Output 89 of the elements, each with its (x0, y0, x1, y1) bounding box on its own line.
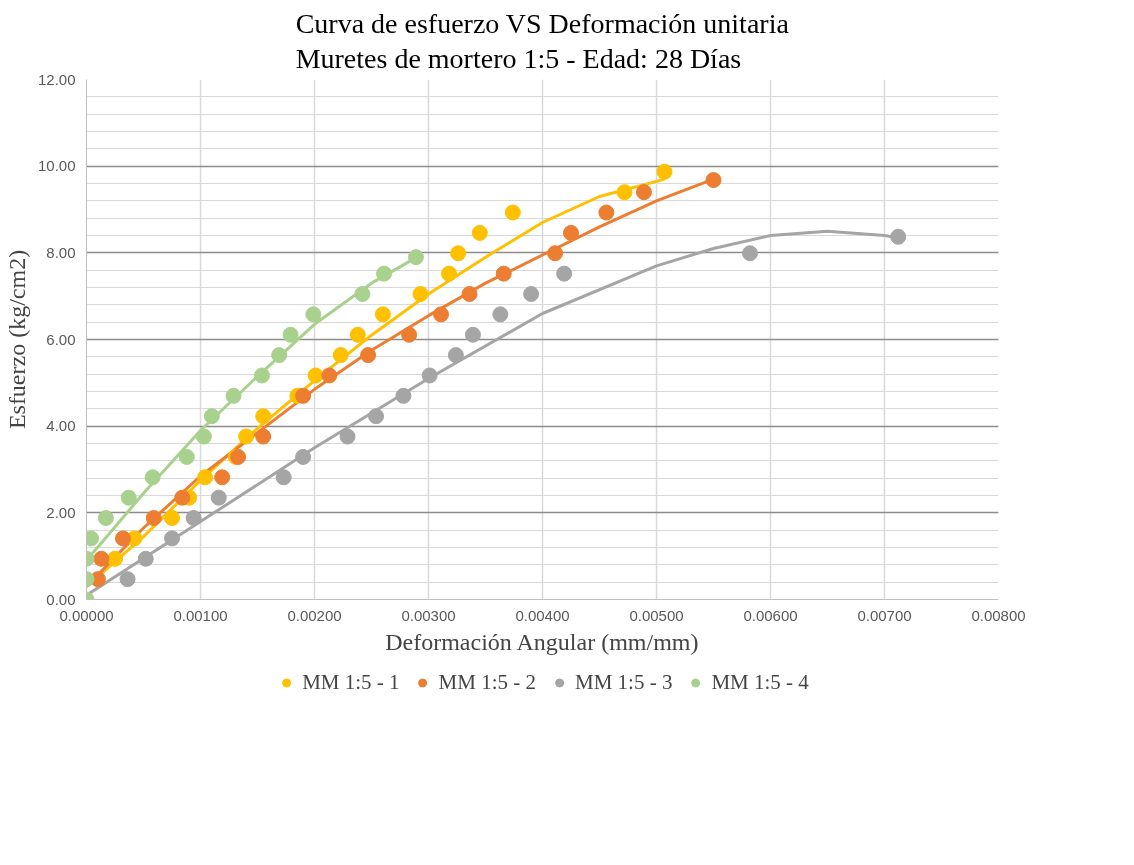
point (114, 530, 131, 547)
point (145, 510, 162, 527)
point (178, 448, 195, 465)
point (635, 184, 652, 201)
point (197, 469, 214, 486)
x-tick-label: 0.00100 (173, 606, 228, 624)
point (295, 448, 312, 465)
point (137, 550, 154, 567)
point (210, 489, 227, 506)
point (401, 326, 418, 343)
legend-label: MM 1:5 - 2 (438, 669, 536, 695)
point (144, 469, 161, 486)
y-tick-label: 10.00 (37, 157, 76, 175)
point (556, 265, 573, 282)
point (195, 428, 212, 445)
point (321, 367, 338, 384)
point (471, 224, 488, 241)
point (164, 530, 180, 547)
point (433, 306, 450, 323)
point (225, 387, 242, 404)
point (495, 265, 512, 282)
point (360, 347, 377, 364)
x-tick-label: 0.00300 (401, 606, 456, 624)
x-tick-label: 0.00700 (857, 606, 912, 624)
legend-label: MM 1:5 - 1 (302, 669, 400, 695)
x-tick-label: 0.00200 (287, 606, 342, 624)
y-tick-label: 6.00 (46, 330, 76, 348)
x-tick-label: 0.00600 (743, 606, 798, 624)
legend-label: MM 1:5 - 3 (575, 669, 673, 695)
point (547, 245, 564, 262)
point (282, 326, 299, 343)
point (332, 347, 349, 364)
point (616, 184, 633, 201)
point (164, 510, 180, 527)
x-tick-label: 0.00500 (629, 606, 684, 624)
point (395, 387, 412, 404)
point (275, 469, 292, 486)
y-tick-label: 12.00 (37, 70, 76, 88)
point (214, 469, 231, 486)
x-tick-label: 0.00000 (59, 606, 114, 624)
point (97, 510, 114, 527)
point (120, 489, 137, 506)
x-tick-label: 0.00800 (971, 606, 1026, 624)
point (890, 228, 907, 245)
point (504, 204, 521, 221)
point (295, 387, 312, 404)
point (374, 306, 391, 323)
x-tick-label: 0.00400 (515, 606, 570, 624)
point (523, 286, 540, 302)
point (107, 550, 123, 567)
point (461, 286, 478, 302)
point (305, 306, 322, 323)
point (368, 408, 385, 425)
y-tick-label: 8.00 (46, 243, 76, 261)
point (185, 510, 202, 527)
y-tick-label: 2.00 (46, 503, 76, 521)
point (238, 428, 255, 445)
point (307, 367, 324, 384)
point (450, 245, 467, 262)
point (174, 489, 191, 506)
chart-title: Curva de esfuerzo VS Deformación unitaria Muretes de mortero 1:5 - Edad: 28 Días (295, 7, 790, 75)
y-axis-title: Esfuerzo (kg/cm2) (3, 249, 30, 430)
point (354, 286, 371, 302)
point (339, 428, 356, 445)
point (376, 265, 393, 282)
point (203, 408, 220, 425)
y-tick-label: 0.00 (46, 590, 76, 608)
point (254, 367, 271, 384)
point (119, 571, 136, 588)
point (447, 347, 464, 364)
point (598, 204, 615, 221)
point (421, 367, 438, 384)
point (563, 224, 579, 241)
point (705, 172, 722, 189)
point (255, 428, 272, 445)
point (93, 550, 110, 567)
point (464, 326, 481, 343)
point (441, 265, 458, 282)
point (741, 245, 758, 262)
point (349, 326, 366, 343)
y-tick-label: 4.00 (46, 417, 76, 435)
point (271, 347, 288, 364)
point (656, 163, 673, 180)
point (407, 249, 424, 266)
legend-label: MM 1:5 - 4 (711, 669, 809, 695)
point (492, 306, 509, 323)
point (255, 408, 272, 425)
x-axis-title: Deformación Angular (mm/mm) (385, 628, 699, 655)
point (412, 286, 429, 302)
